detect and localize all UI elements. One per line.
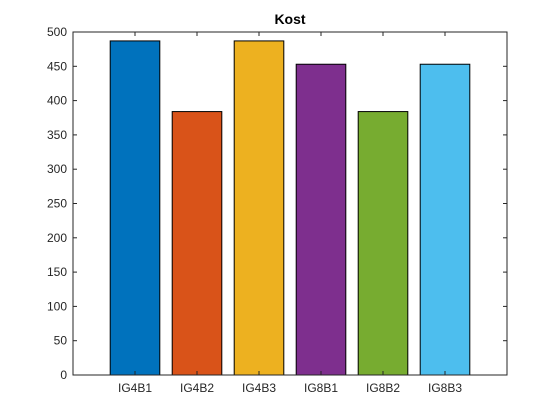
bar-ig8b1 (295, 63, 347, 376)
bars-group (109, 40, 471, 376)
x-tick-label-ig8b1: IG8B1 (304, 381, 338, 395)
y-tick-label: 200 (47, 231, 67, 245)
x-tick-label-ig4b1: IG4B1 (118, 381, 152, 395)
x-tick-label-ig4b2: IG4B2 (180, 381, 214, 395)
y-ticks-group: 0 50 100 150 200 250 300 350 400 450 500 (47, 25, 507, 382)
bar-ig8b2 (357, 111, 409, 376)
y-tick-label: 350 (47, 128, 67, 142)
x-ticks-group: IG4B1 IG4B2 IG4B3 IG8B1 IG8B2 IG8B3 (118, 32, 462, 395)
chart-title: Kost (274, 11, 305, 27)
x-tick-label-ig8b2: IG8B2 (366, 381, 400, 395)
y-tick-label: 300 (47, 162, 67, 176)
x-tick-label-ig4b3: IG4B3 (242, 381, 276, 395)
y-tick-label: 250 (47, 197, 67, 211)
y-tick-label: 0 (60, 368, 67, 382)
y-tick-label: 500 (47, 25, 67, 39)
y-tick-label: 50 (54, 334, 68, 348)
bar-ig8b3 (419, 63, 471, 376)
y-tick-label: 150 (47, 265, 67, 279)
y-tick-label: 400 (47, 94, 67, 108)
bar-ig4b1 (109, 40, 161, 376)
bar-ig4b2 (171, 111, 223, 376)
x-tick-label-ig8b3: IG8B3 (428, 381, 462, 395)
y-tick-label: 450 (47, 59, 67, 73)
bar-ig4b3 (233, 40, 285, 376)
y-tick-label: 100 (47, 299, 67, 313)
